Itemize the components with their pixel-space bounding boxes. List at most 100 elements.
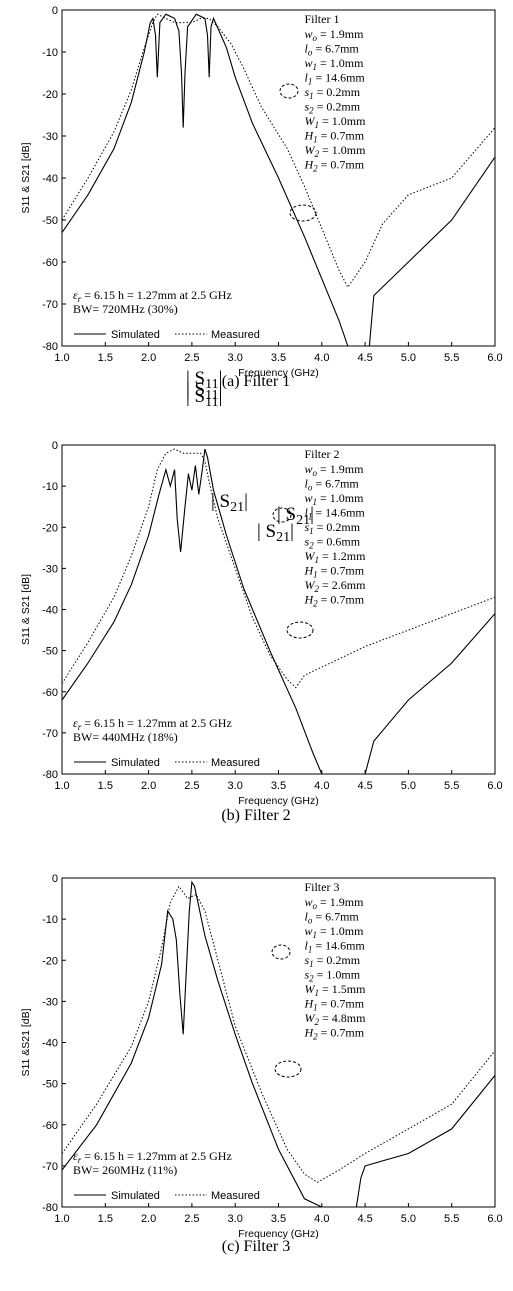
x-tick-label: 4.0 (314, 1213, 329, 1225)
y-tick-label: -70 (42, 299, 58, 311)
series-line-measured (62, 885, 495, 1183)
s21-marker-ellipse (286, 621, 314, 639)
legend-simulated-label: Simulated (111, 757, 160, 769)
legend-measured-label: Measured (211, 757, 260, 769)
s21-label: | S21| (257, 521, 294, 545)
x-tick-label: 3.5 (271, 1213, 286, 1225)
x-tick-label: 5.0 (401, 780, 416, 792)
legend-simulated-label: Simulated (111, 329, 160, 341)
y-tick-label: -70 (42, 728, 58, 740)
filter-param: H1 = 0.7mm (303, 129, 364, 145)
bandwidth-note: BW= 720MHz (30%) (73, 302, 178, 316)
y-tick-label: -40 (42, 605, 58, 617)
substrate-note: εr = 6.15 h = 1.27mm at 2.5 GHz (73, 288, 232, 304)
x-tick-label: 3.0 (228, 1213, 243, 1225)
bandwidth-note: BW= 260MHz (11%) (73, 1163, 177, 1177)
filter-param: s2 = 0.2mm (304, 100, 360, 116)
figure-caption: (b) Filter 2 (221, 807, 290, 824)
filter-param: W2 = 2.6mm (304, 578, 366, 594)
y-axis-label: S11 & S21 [dB] (20, 142, 32, 213)
y-axis-label: S11 &S21 [dB] (20, 1008, 32, 1076)
filter-param: s1 = 0.2mm (304, 953, 360, 969)
y-tick-label: -10 (42, 47, 58, 59)
filter-param: wo = 1.9mm (304, 27, 364, 43)
y-tick-label: -80 (42, 1202, 58, 1214)
filter-param: s1 = 0.2mm (304, 520, 360, 536)
x-tick-label: 5.5 (444, 780, 459, 792)
filter-param: s2 = 1.0mm (304, 968, 360, 984)
filter-param: w1 = 1.0mm (304, 924, 364, 940)
series-group (62, 880, 495, 1207)
s11-label: | S11| (186, 368, 222, 392)
s11-marker-ellipse (279, 83, 299, 99)
series-group (62, 448, 495, 774)
x-tick-label: 6.0 (487, 1213, 502, 1225)
filter-param: lo = 6.7mm (304, 477, 359, 493)
y-tick-label: -50 (42, 1079, 58, 1091)
y-tick-label: -20 (42, 955, 58, 967)
series-group (62, 13, 495, 346)
y-tick-label: -30 (42, 563, 58, 575)
legend-simulated-label: Simulated (111, 1190, 160, 1202)
filter-title: Filter 1 (304, 12, 339, 26)
y-tick-label: -80 (42, 769, 58, 781)
x-tick-label: 4.0 (314, 352, 329, 364)
filter-param: W1 = 1.5mm (304, 982, 366, 998)
filter-param: wo = 1.9mm (304, 895, 364, 911)
y-tick-label: -40 (42, 173, 58, 185)
x-tick-label: 4.5 (357, 780, 372, 792)
y-tick-label: 0 (52, 873, 58, 885)
y-tick-label: -10 (42, 914, 58, 926)
x-tick-label: 3.5 (271, 780, 286, 792)
x-tick-label: 1.0 (54, 780, 69, 792)
y-tick-label: 0 (52, 440, 58, 452)
x-axis-label: Frequency (GHz) (238, 367, 319, 379)
y-tick-label: -60 (42, 257, 58, 269)
filter-param: H2 = 0.7mm (303, 1026, 364, 1042)
chart-panel-1: 0 -10 -20 -30 -40 -50 -60 -70 -801.0 1.5 2.0 2.5 3.0… (20, 5, 503, 528)
filter-title: Filter 2 (304, 447, 339, 461)
x-tick-label: 6.0 (487, 780, 502, 792)
substrate-note: εr = 6.15 h = 1.27mm at 2.5 GHz (73, 716, 232, 732)
chart-panel-2: 0 -10 -20 -30 -40 -50 -60 -70 -801.0 1.5 2.0 2.5 3.0… (20, 379, 503, 824)
filter-param: W2 = 4.8mm (304, 1011, 366, 1027)
y-tick-label: -60 (42, 687, 58, 699)
s11-label: | S11| (186, 379, 222, 403)
x-tick-label: 5.0 (401, 1213, 416, 1225)
filter-param: w1 = 1.0mm (304, 56, 364, 72)
y-tick-label: -50 (42, 646, 58, 658)
y-tick-label: 0 (52, 5, 58, 17)
y-tick-label: -70 (42, 1161, 58, 1173)
s11-marker-ellipse (272, 507, 292, 523)
y-tick-label: -10 (42, 481, 58, 493)
s21-label: | S21| (277, 504, 314, 528)
filter-title: Filter 3 (304, 880, 339, 894)
filter-param: l1 = 14.6mm (304, 506, 365, 522)
substrate-note: εr = 6.15 h = 1.27mm at 2.5 GHz (73, 1149, 232, 1165)
x-tick-label: 5.0 (401, 352, 416, 364)
series-line-measured (62, 448, 495, 689)
filter-param: lo = 6.7mm (304, 910, 359, 926)
series-line-simulated (62, 880, 495, 1207)
x-tick-label: 1.0 (54, 1213, 69, 1225)
legend-measured-label: Measured (211, 1190, 260, 1202)
x-axis-label: Frequency (GHz) (238, 795, 319, 807)
x-tick-label: 4.0 (314, 780, 329, 792)
x-tick-label: 2.0 (141, 352, 156, 364)
x-tick-label: 5.5 (444, 352, 459, 364)
s21-marker-ellipse (289, 204, 317, 222)
x-tick-label: 3.0 (228, 352, 243, 364)
x-tick-label: 4.5 (357, 1213, 372, 1225)
y-tick-label: -20 (42, 89, 58, 101)
y-tick-label: -20 (42, 522, 58, 534)
y-tick-label: -30 (42, 996, 58, 1008)
filter-param: W2 = 1.0mm (304, 143, 366, 159)
x-tick-label: 6.0 (487, 352, 502, 364)
filter-param: s1 = 0.2mm (304, 85, 360, 101)
series-line-simulated (62, 13, 495, 346)
y-tick-label: -30 (42, 131, 58, 143)
y-axis-label: S11 & S21 [dB] (20, 574, 32, 645)
x-tick-label: 2.0 (141, 780, 156, 792)
s21-label: | S21| (211, 491, 248, 515)
